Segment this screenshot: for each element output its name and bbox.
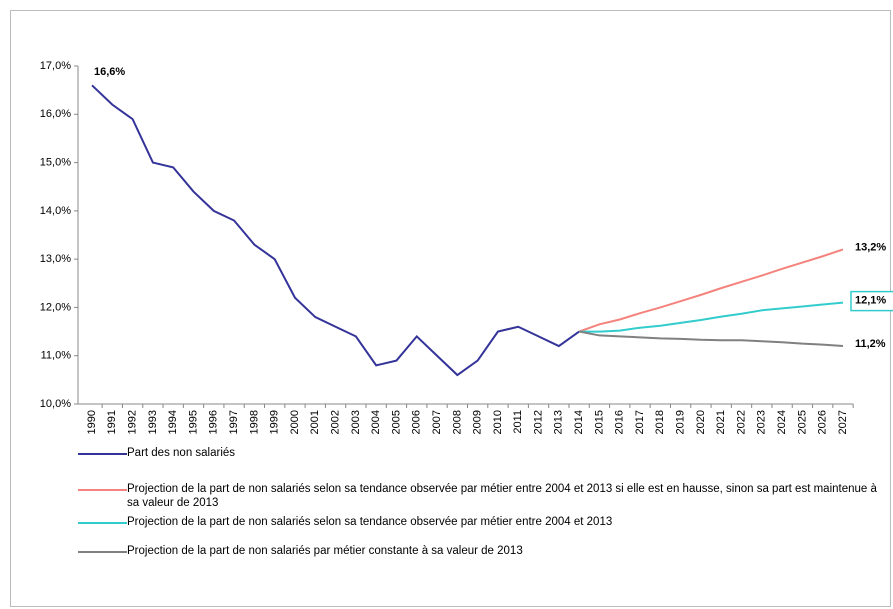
value-label: 11,2% (855, 338, 886, 350)
legend-label: Projection de la part de non salariés se… (127, 516, 613, 528)
value-label: 13,2% (855, 241, 886, 253)
legend-label: Part des non salariés (127, 447, 236, 459)
x-tick-label: 2013 (553, 410, 565, 434)
x-tick-label: 2001 (309, 410, 321, 434)
legend-swatch (78, 453, 127, 455)
x-tick-label: 2019 (675, 410, 687, 434)
x-tick-label: 2002 (329, 410, 341, 434)
legend-entry: Projection de la part de non salariés se… (78, 482, 883, 510)
x-tick-label: 2011 (512, 410, 524, 434)
x-tick-label: 2003 (350, 410, 362, 434)
x-tick-label: 2004 (370, 410, 382, 434)
x-tick-label: 2017 (634, 410, 646, 434)
x-tick-label: 2024 (776, 410, 788, 434)
legend-swatch (78, 522, 127, 524)
x-tick-label: 2026 (817, 410, 829, 434)
x-tick-label: 2007 (431, 410, 443, 434)
y-tick-label: 15,0% (40, 156, 71, 168)
series-line (579, 301, 844, 333)
y-tick-label: 17,0% (40, 60, 71, 72)
x-tick-label: 2006 (411, 410, 423, 434)
value-label: 12,1% (855, 295, 886, 307)
x-tick-label: 1997 (228, 410, 240, 434)
x-tick-label: 1993 (147, 410, 159, 434)
legend-entry: Projection de la part de non salariés se… (78, 515, 883, 529)
legend-swatch (78, 489, 127, 491)
x-tick-label: 2015 (593, 410, 605, 434)
x-tick-label: 1992 (127, 410, 139, 434)
x-tick-label: 2022 (735, 410, 747, 434)
x-tick-label: 2012 (532, 410, 544, 434)
x-tick-label: 2025 (796, 410, 808, 434)
value-label-box (850, 290, 893, 312)
legend-label: Projection de la part de non salariés pa… (127, 545, 523, 557)
x-tick-label: 2027 (837, 410, 849, 434)
y-tick-label: 14,0% (40, 205, 71, 217)
x-tick-label: 1994 (167, 410, 179, 434)
x-tick-label: 2021 (715, 410, 727, 434)
series-line (91, 84, 580, 377)
x-tick-label: 1999 (269, 410, 281, 434)
series-line (578, 248, 844, 333)
x-tick-label: 2016 (614, 410, 626, 434)
x-tick-label: 1991 (106, 410, 118, 434)
x-tick-label: 1998 (248, 410, 260, 434)
legend-label: Projection de la part de non salariés se… (127, 483, 877, 509)
x-tick-label: 2023 (756, 410, 768, 434)
series-line (578, 330, 844, 348)
x-tick-label: 2000 (289, 410, 301, 434)
y-tick-label: 11,0% (41, 350, 72, 362)
x-tick-label: 1996 (208, 410, 220, 434)
x-tick-label: 2014 (573, 410, 585, 434)
x-tick-label: 2010 (492, 410, 504, 434)
legend-entry: Part des non salariés (78, 446, 883, 460)
x-tick-label: 2008 (451, 410, 463, 434)
x-tick-label: 1990 (86, 410, 98, 434)
y-tick-label: 10,0% (40, 398, 71, 410)
legend-swatch (78, 551, 127, 553)
x-tick-label: 2018 (654, 410, 666, 434)
value-label: 16,6% (94, 66, 125, 78)
y-tick-label: 12,0% (40, 301, 71, 313)
x-tick-label: 2020 (695, 410, 707, 434)
y-tick-label: 16,0% (40, 108, 71, 120)
x-tick-label: 2005 (390, 410, 402, 434)
y-tick-label: 13,0% (40, 253, 71, 265)
x-tick-label: 2009 (472, 410, 484, 434)
x-tick-label: 1995 (187, 410, 199, 434)
legend-entry: Projection de la part de non salariés pa… (78, 544, 883, 558)
